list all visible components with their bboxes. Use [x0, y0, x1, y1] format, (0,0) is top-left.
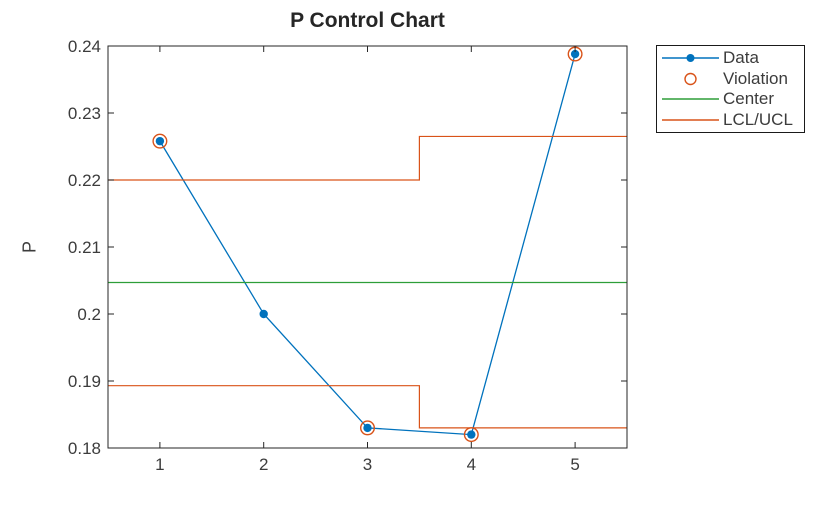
- legend-box: Data Violation Center LCL/UCL: [656, 45, 805, 133]
- legend-label: Data: [723, 48, 759, 68]
- legend-swatch-line-icon: [662, 98, 719, 100]
- data-point-marker: [570, 49, 580, 59]
- legend-label: Center: [723, 89, 775, 109]
- legend-entry-lcl-ucl: LCL/UCL: [657, 110, 804, 130]
- violation-marker: [360, 420, 376, 436]
- legend-entry-data: Data: [657, 48, 804, 68]
- legend-label: LCL/UCL: [723, 109, 793, 129]
- x-tick-label: 4: [467, 455, 476, 474]
- x-tick-label: 5: [570, 455, 579, 474]
- y-tick-label: 0.22: [68, 171, 101, 190]
- chart-title: P Control Chart: [290, 9, 445, 32]
- legend-label: Violation: [723, 68, 788, 88]
- x-tick-label: 1: [155, 455, 164, 474]
- violation-marker: [152, 133, 168, 149]
- axes-box: [107, 45, 628, 449]
- legend-swatch-line-with-dot-icon: [662, 54, 719, 63]
- lcl-step-line: [108, 385, 627, 429]
- legend-entry-center: Center: [657, 89, 804, 109]
- data-point-marker: [363, 423, 372, 433]
- y-tick-label: 0.18: [68, 439, 101, 458]
- ucl-step-line: [108, 135, 627, 181]
- x-tick-label: 3: [363, 455, 372, 474]
- data-point-marker: [467, 430, 476, 439]
- y-tick-label: 0.24: [68, 37, 101, 56]
- legend-entry-violation: Violation: [657, 69, 804, 89]
- data-series-line: [159, 53, 576, 436]
- y-tick-label: 0.23: [68, 104, 101, 123]
- y-tick-label: 0.21: [68, 238, 101, 257]
- legend-swatch-line-icon: [662, 119, 719, 121]
- x-tick-label: 2: [259, 455, 268, 474]
- y-tick-label: 0.19: [68, 372, 101, 391]
- y-tick-label: 0.2: [77, 305, 101, 324]
- data-point-marker: [259, 309, 268, 319]
- legend-swatch-open-circle-icon: [684, 72, 697, 85]
- data-point-marker: [155, 136, 165, 146]
